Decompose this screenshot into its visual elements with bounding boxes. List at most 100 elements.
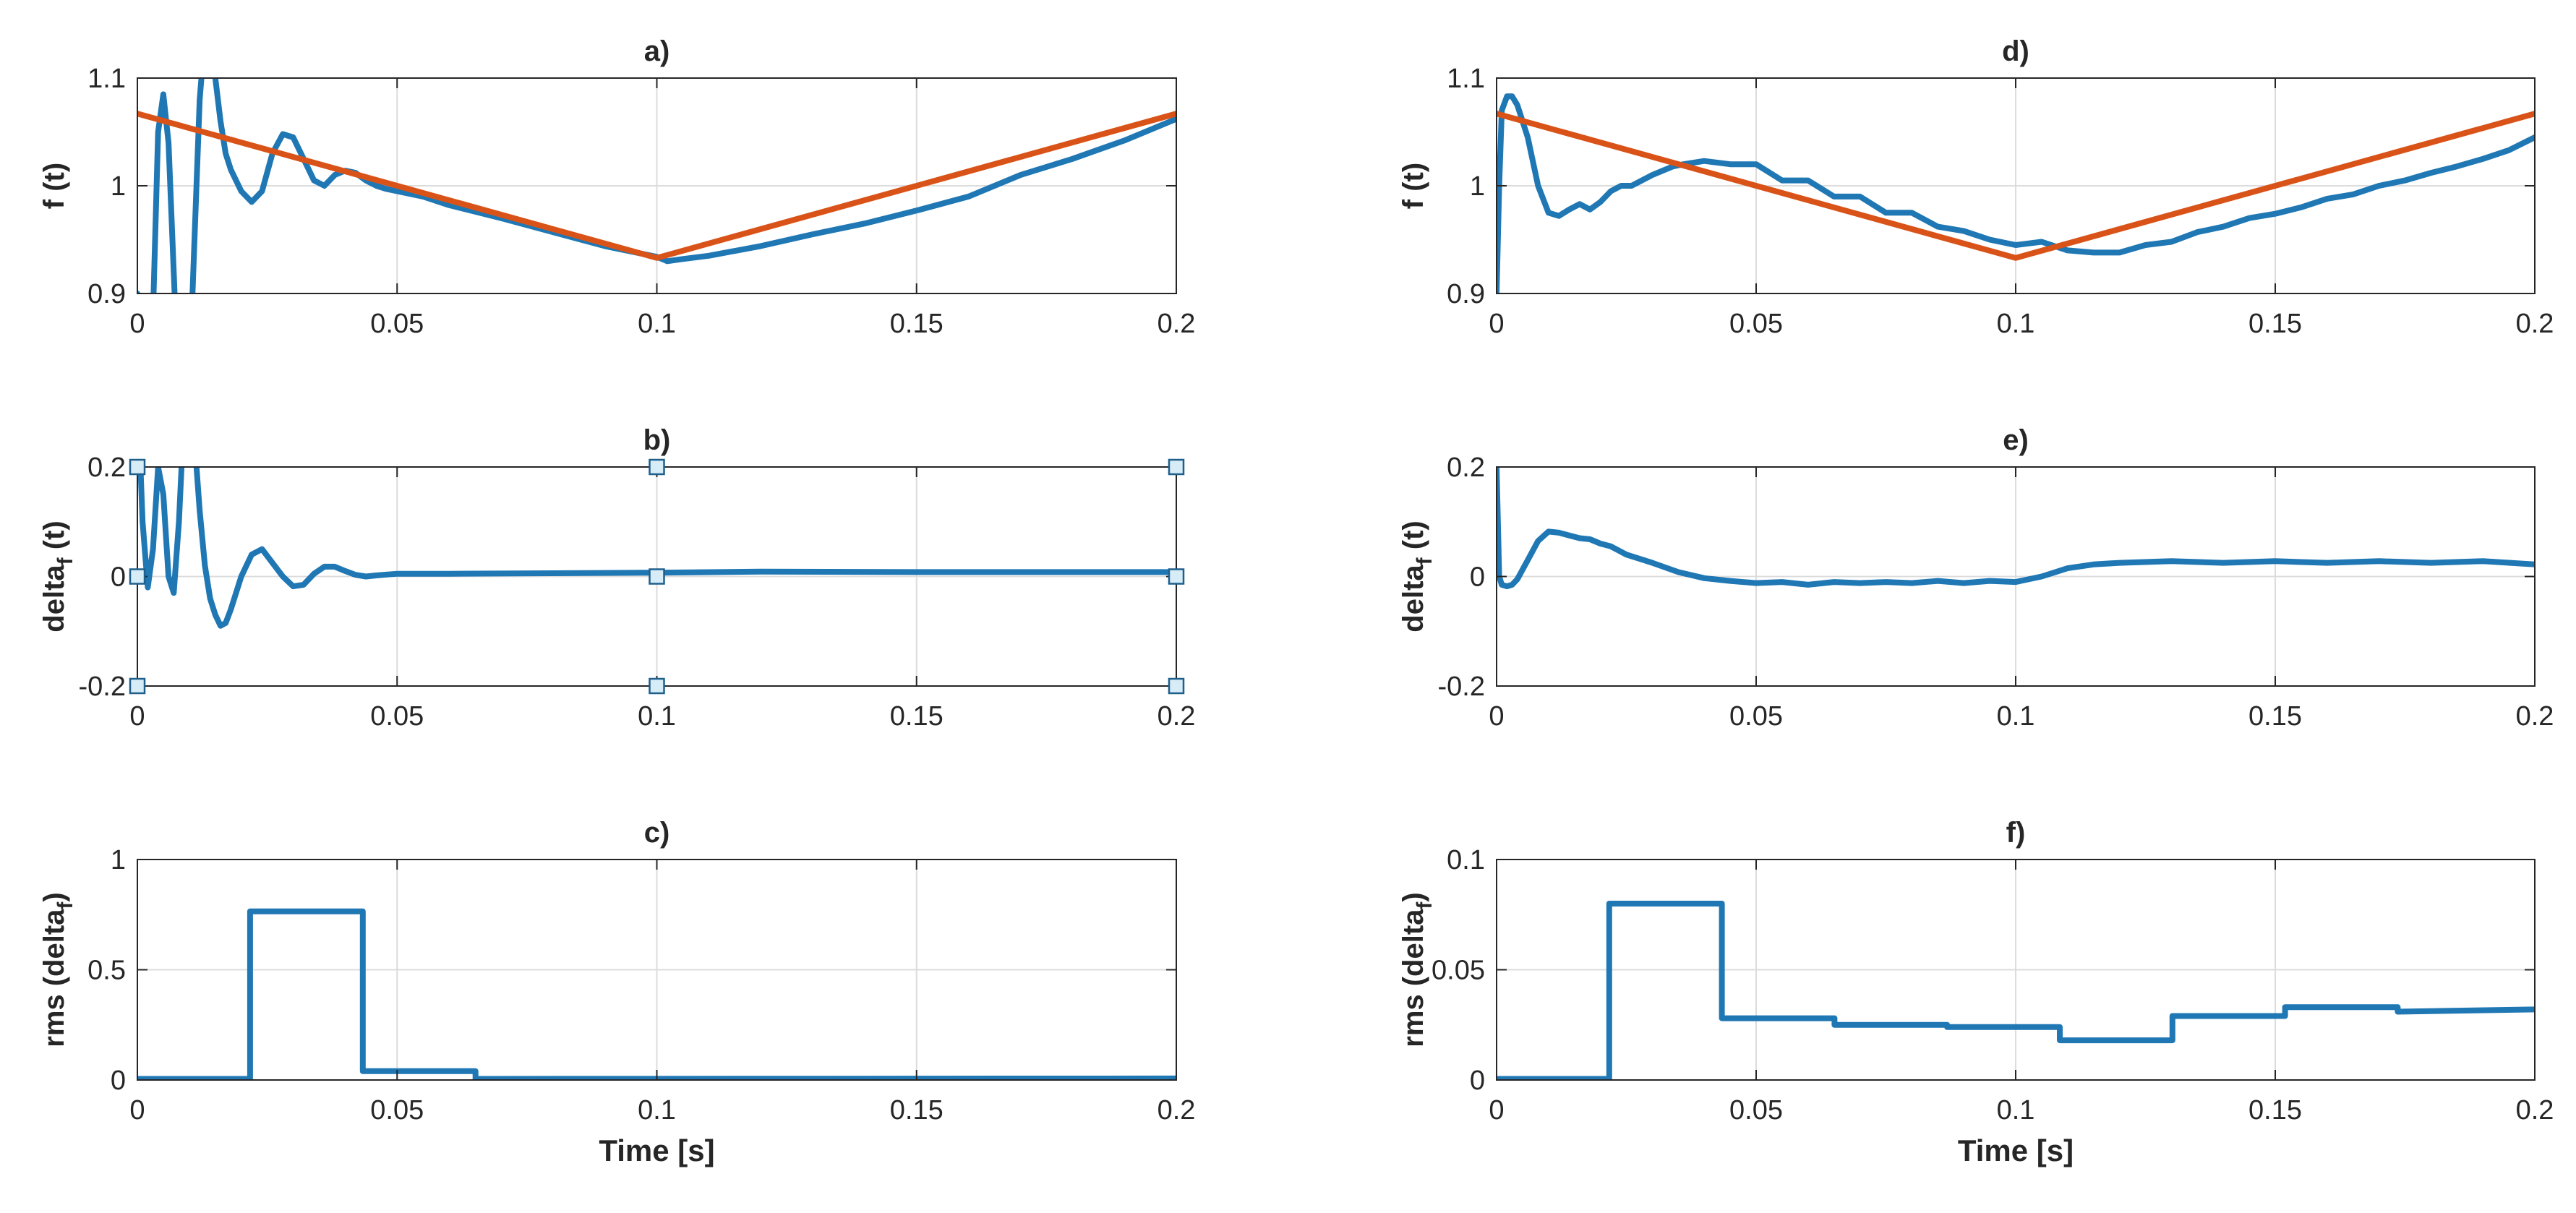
subplot-title: f) xyxy=(2006,817,2026,849)
y-tick-label: 0.9 xyxy=(87,279,126,309)
x-axis-label: Time [s] xyxy=(599,1133,714,1167)
x-tick-label: 0 xyxy=(129,701,145,732)
series-line-delta_f xyxy=(137,467,1176,629)
series-line-measured xyxy=(137,78,1176,293)
y-axis-label-main: delta xyxy=(1398,565,1429,633)
x-tick-label: 0.2 xyxy=(2516,701,2554,732)
y-tick-label: 0 xyxy=(1470,562,1485,593)
selection-handle xyxy=(649,568,665,585)
y-axis-label: f (t) xyxy=(1398,163,1429,209)
y-tick-label: 1.1 xyxy=(1447,64,1485,94)
x-tick-label: 0.05 xyxy=(370,701,424,732)
y-axis-label-sub: f xyxy=(1413,557,1437,565)
y-axis-label-sub: f xyxy=(1413,901,1437,909)
y-tick-label: -0.2 xyxy=(1438,672,1485,702)
y-axis-label-main: rms (delta xyxy=(1398,909,1429,1047)
subplot-f: 0 0.05 0.1 0.15 0.200.050.1f)rms (deltaf)Tim… xyxy=(1398,817,2554,1167)
y-axis-label-suffix: (t) xyxy=(1398,520,1429,557)
x-tick-label: 0 xyxy=(129,309,145,339)
x-tick-label: 0.1 xyxy=(638,701,676,732)
y-axis-label-sub: f xyxy=(54,557,77,565)
y-axis-label-suffix: (t) xyxy=(38,520,70,557)
series-line-reference xyxy=(1497,111,2535,261)
y-tick-label: 0.5 xyxy=(87,956,126,986)
y-axis-label: f (t) xyxy=(38,163,70,209)
y-tick-label: 0.2 xyxy=(87,453,126,483)
y-tick-label: -0.2 xyxy=(79,672,126,702)
y-tick-label: 0 xyxy=(111,562,126,593)
subplot-title: d) xyxy=(2002,35,2029,67)
x-axis-label: Time [s] xyxy=(1958,1133,2074,1167)
x-tick-label: 0 xyxy=(1489,309,1504,339)
y-tick-label: 1.1 xyxy=(87,64,126,94)
selection-handle xyxy=(649,458,665,476)
x-tick-label: 0.1 xyxy=(1997,309,2035,339)
x-tick-label: 0.05 xyxy=(1729,1095,1783,1126)
x-tick-label: 0.15 xyxy=(890,309,943,339)
y-axis-label: rms (deltaf) xyxy=(38,892,77,1047)
y-axis-label: deltaf (t) xyxy=(38,520,77,632)
selection-handle xyxy=(129,677,146,695)
selection-handle xyxy=(129,568,146,585)
subplot-title: c) xyxy=(644,817,670,849)
x-tick-label: 0.05 xyxy=(370,309,424,339)
x-tick-label: 0 xyxy=(1489,701,1504,732)
y-tick-label: 0.2 xyxy=(1447,453,1485,483)
selection-handle xyxy=(1168,458,1185,476)
subplot-title: a) xyxy=(644,35,670,67)
y-axis-label-main: f (t) xyxy=(38,163,70,209)
x-tick-label: 0.15 xyxy=(890,701,943,732)
x-tick-label: 0.15 xyxy=(2248,1095,2302,1126)
x-tick-label: 0.2 xyxy=(2516,1095,2554,1126)
y-axis-label-main: rms (delta xyxy=(38,909,70,1047)
selection-handle xyxy=(649,677,665,695)
series-line-measured xyxy=(1497,93,2535,293)
subplot-d: 0 0.05 0.1 0.15 0.2 0.9 1 1.1 d) f (t) xyxy=(1398,35,2554,339)
y-axis-label: deltaf (t) xyxy=(1398,520,1437,632)
selection-handle xyxy=(129,458,146,476)
y-tick-label: 1 xyxy=(111,171,126,202)
y-tick-label: 0.9 xyxy=(1447,279,1485,309)
x-tick-label: 0.05 xyxy=(1729,309,1783,339)
y-tick-label: 0.05 xyxy=(1432,956,1485,986)
y-axis-label: rms (deltaf) xyxy=(1398,892,1437,1047)
subplot-b: 0 0.05 0.1 0.15 0.2-0.200.2b)deltaf (t) xyxy=(38,424,1196,732)
x-tick-label: 0 xyxy=(129,1095,145,1126)
x-tick-label: 0.15 xyxy=(890,1095,943,1126)
x-tick-label: 0.1 xyxy=(638,309,676,339)
y-tick-label: 1 xyxy=(1470,171,1485,202)
x-tick-label: 0.05 xyxy=(1729,701,1783,732)
subplot-a: 0 0.05 0.1 0.15 0.2 0.9 1 1.1 a) f (t) xyxy=(38,35,1196,339)
y-axis-label-main: delta xyxy=(38,565,70,633)
series-line-reference xyxy=(137,111,1176,261)
x-tick-label: 0.15 xyxy=(2248,309,2302,339)
y-tick-label: 1 xyxy=(111,845,126,875)
series-line-delta_f xyxy=(1497,467,2535,590)
y-tick-label: 0 xyxy=(111,1066,126,1096)
subplot-c: 0 0.05 0.1 0.15 0.2 0 0.5 1 c) rms (deltaf) Time [… xyxy=(38,817,1195,1167)
subplot-e: 0 0.05 0.1 0.15 0.2-0.200.2e)deltaf (t) xyxy=(1398,424,2554,732)
subplot-title: e) xyxy=(2003,424,2029,456)
y-axis-label-main: f (t) xyxy=(1398,163,1429,209)
y-tick-label: 0 xyxy=(1470,1066,1485,1096)
x-tick-label: 0.2 xyxy=(1158,309,1196,339)
selection-handle xyxy=(1168,677,1185,695)
y-tick-label: 0.1 xyxy=(1447,845,1485,875)
y-axis-label-suffix: ) xyxy=(1398,892,1429,901)
selection-handle xyxy=(1168,568,1185,585)
series-line-rms xyxy=(137,908,1176,1080)
y-axis-label-sub: f xyxy=(54,901,77,909)
x-tick-label: 0.2 xyxy=(1158,701,1196,732)
x-tick-label: 0.1 xyxy=(638,1095,676,1126)
x-tick-label: 0.1 xyxy=(1997,701,2035,732)
x-tick-label: 0.2 xyxy=(2516,309,2554,339)
x-tick-label: 0.1 xyxy=(1997,1095,2035,1126)
x-tick-label: 0.05 xyxy=(370,1095,424,1126)
subplot-title: b) xyxy=(643,424,671,456)
x-tick-label: 0.15 xyxy=(2248,701,2302,732)
series-line-rms xyxy=(1497,901,2535,1080)
x-tick-label: 0.2 xyxy=(1158,1095,1196,1126)
y-axis-label-suffix: ) xyxy=(38,892,70,901)
x-tick-label: 0 xyxy=(1489,1095,1504,1126)
